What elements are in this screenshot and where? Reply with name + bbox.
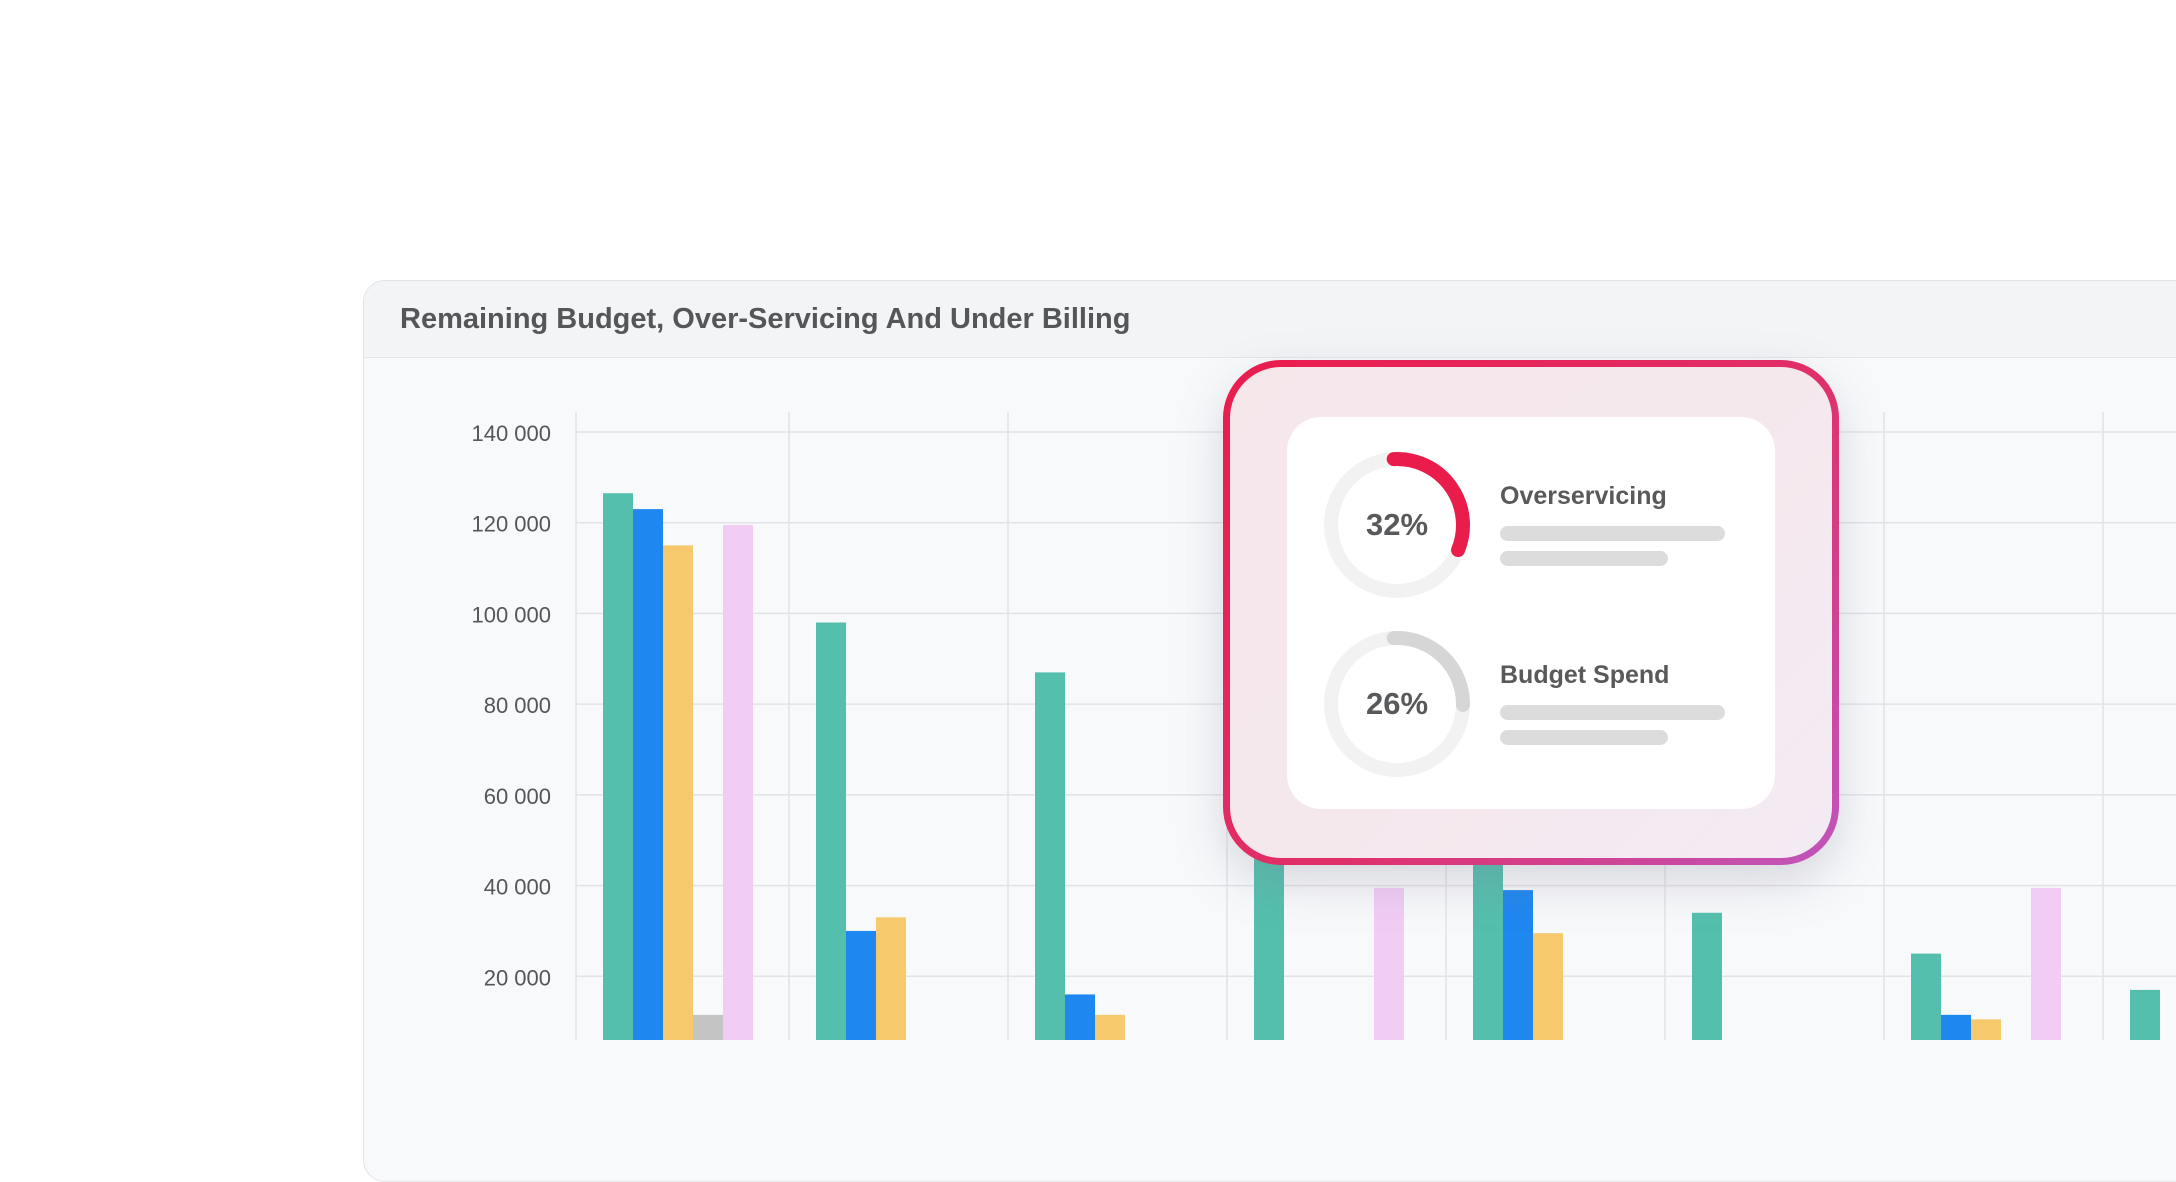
bar xyxy=(1533,933,1563,1040)
bar xyxy=(1692,912,1722,1040)
bar xyxy=(1971,1019,2001,1040)
overservicing-progress-ring xyxy=(1324,452,1470,598)
y-tick-label: 20 000 xyxy=(484,965,551,990)
budget-spend-percent: 26% xyxy=(1365,686,1429,721)
bar xyxy=(1473,858,1503,1040)
metrics-box: 32% Overservicing 26% Budget Spend xyxy=(1287,417,1775,809)
bar xyxy=(723,524,753,1040)
bar xyxy=(876,917,906,1040)
bar xyxy=(1941,1014,1971,1040)
y-tick-label: 40 000 xyxy=(484,875,551,900)
placeholder-line xyxy=(1500,730,1668,745)
y-tick-label: 60 000 xyxy=(484,784,551,809)
bar xyxy=(1035,672,1065,1040)
bar xyxy=(1374,887,1404,1040)
summary-card: 32% Overservicing 26% Budget Spend xyxy=(1223,360,1839,865)
panel-title: Remaining Budget, Over-Servicing And Und… xyxy=(400,302,1131,335)
bar xyxy=(846,930,876,1040)
placeholder-line xyxy=(1500,526,1725,541)
overservicing-metric: 32% Overservicing xyxy=(1322,450,1762,600)
bar xyxy=(1911,953,1941,1040)
y-tick-label: 80 000 xyxy=(484,693,551,718)
y-tick-label: 140 000 xyxy=(471,421,551,446)
panel-header: Remaining Budget, Over-Servicing And Und… xyxy=(364,281,2176,358)
overservicing-progress-arc xyxy=(1386,452,1470,558)
summary-card-inner: 32% Overservicing 26% Budget Spend xyxy=(1230,367,1832,858)
bar xyxy=(816,622,846,1040)
overservicing-percent: 32% xyxy=(1365,507,1429,542)
budget-spend-progress-ring xyxy=(1324,631,1470,777)
budget-spend-label: Budget Spend xyxy=(1500,661,1670,689)
bar xyxy=(603,493,633,1040)
placeholder-line xyxy=(1500,551,1668,566)
overservicing-label: Overservicing xyxy=(1500,482,1667,510)
bar xyxy=(633,509,663,1040)
bar xyxy=(1095,1014,1125,1040)
bar xyxy=(2031,887,2061,1040)
y-tick-label: 100 000 xyxy=(471,602,551,627)
bar xyxy=(1503,890,1533,1040)
bar xyxy=(1065,994,1095,1040)
y-tick-label: 120 000 xyxy=(471,512,551,537)
bar-chart: 140 000 120 000 100 000 80 000 60 000 40 000 2… xyxy=(471,412,2176,1040)
bar xyxy=(693,1014,723,1040)
placeholder-line xyxy=(1500,705,1725,720)
budget-spend-progress-arc xyxy=(1386,631,1470,712)
budget-spend-metric: 26% Budget Spend xyxy=(1322,629,1762,779)
bar xyxy=(2130,989,2160,1040)
bar xyxy=(663,545,693,1040)
